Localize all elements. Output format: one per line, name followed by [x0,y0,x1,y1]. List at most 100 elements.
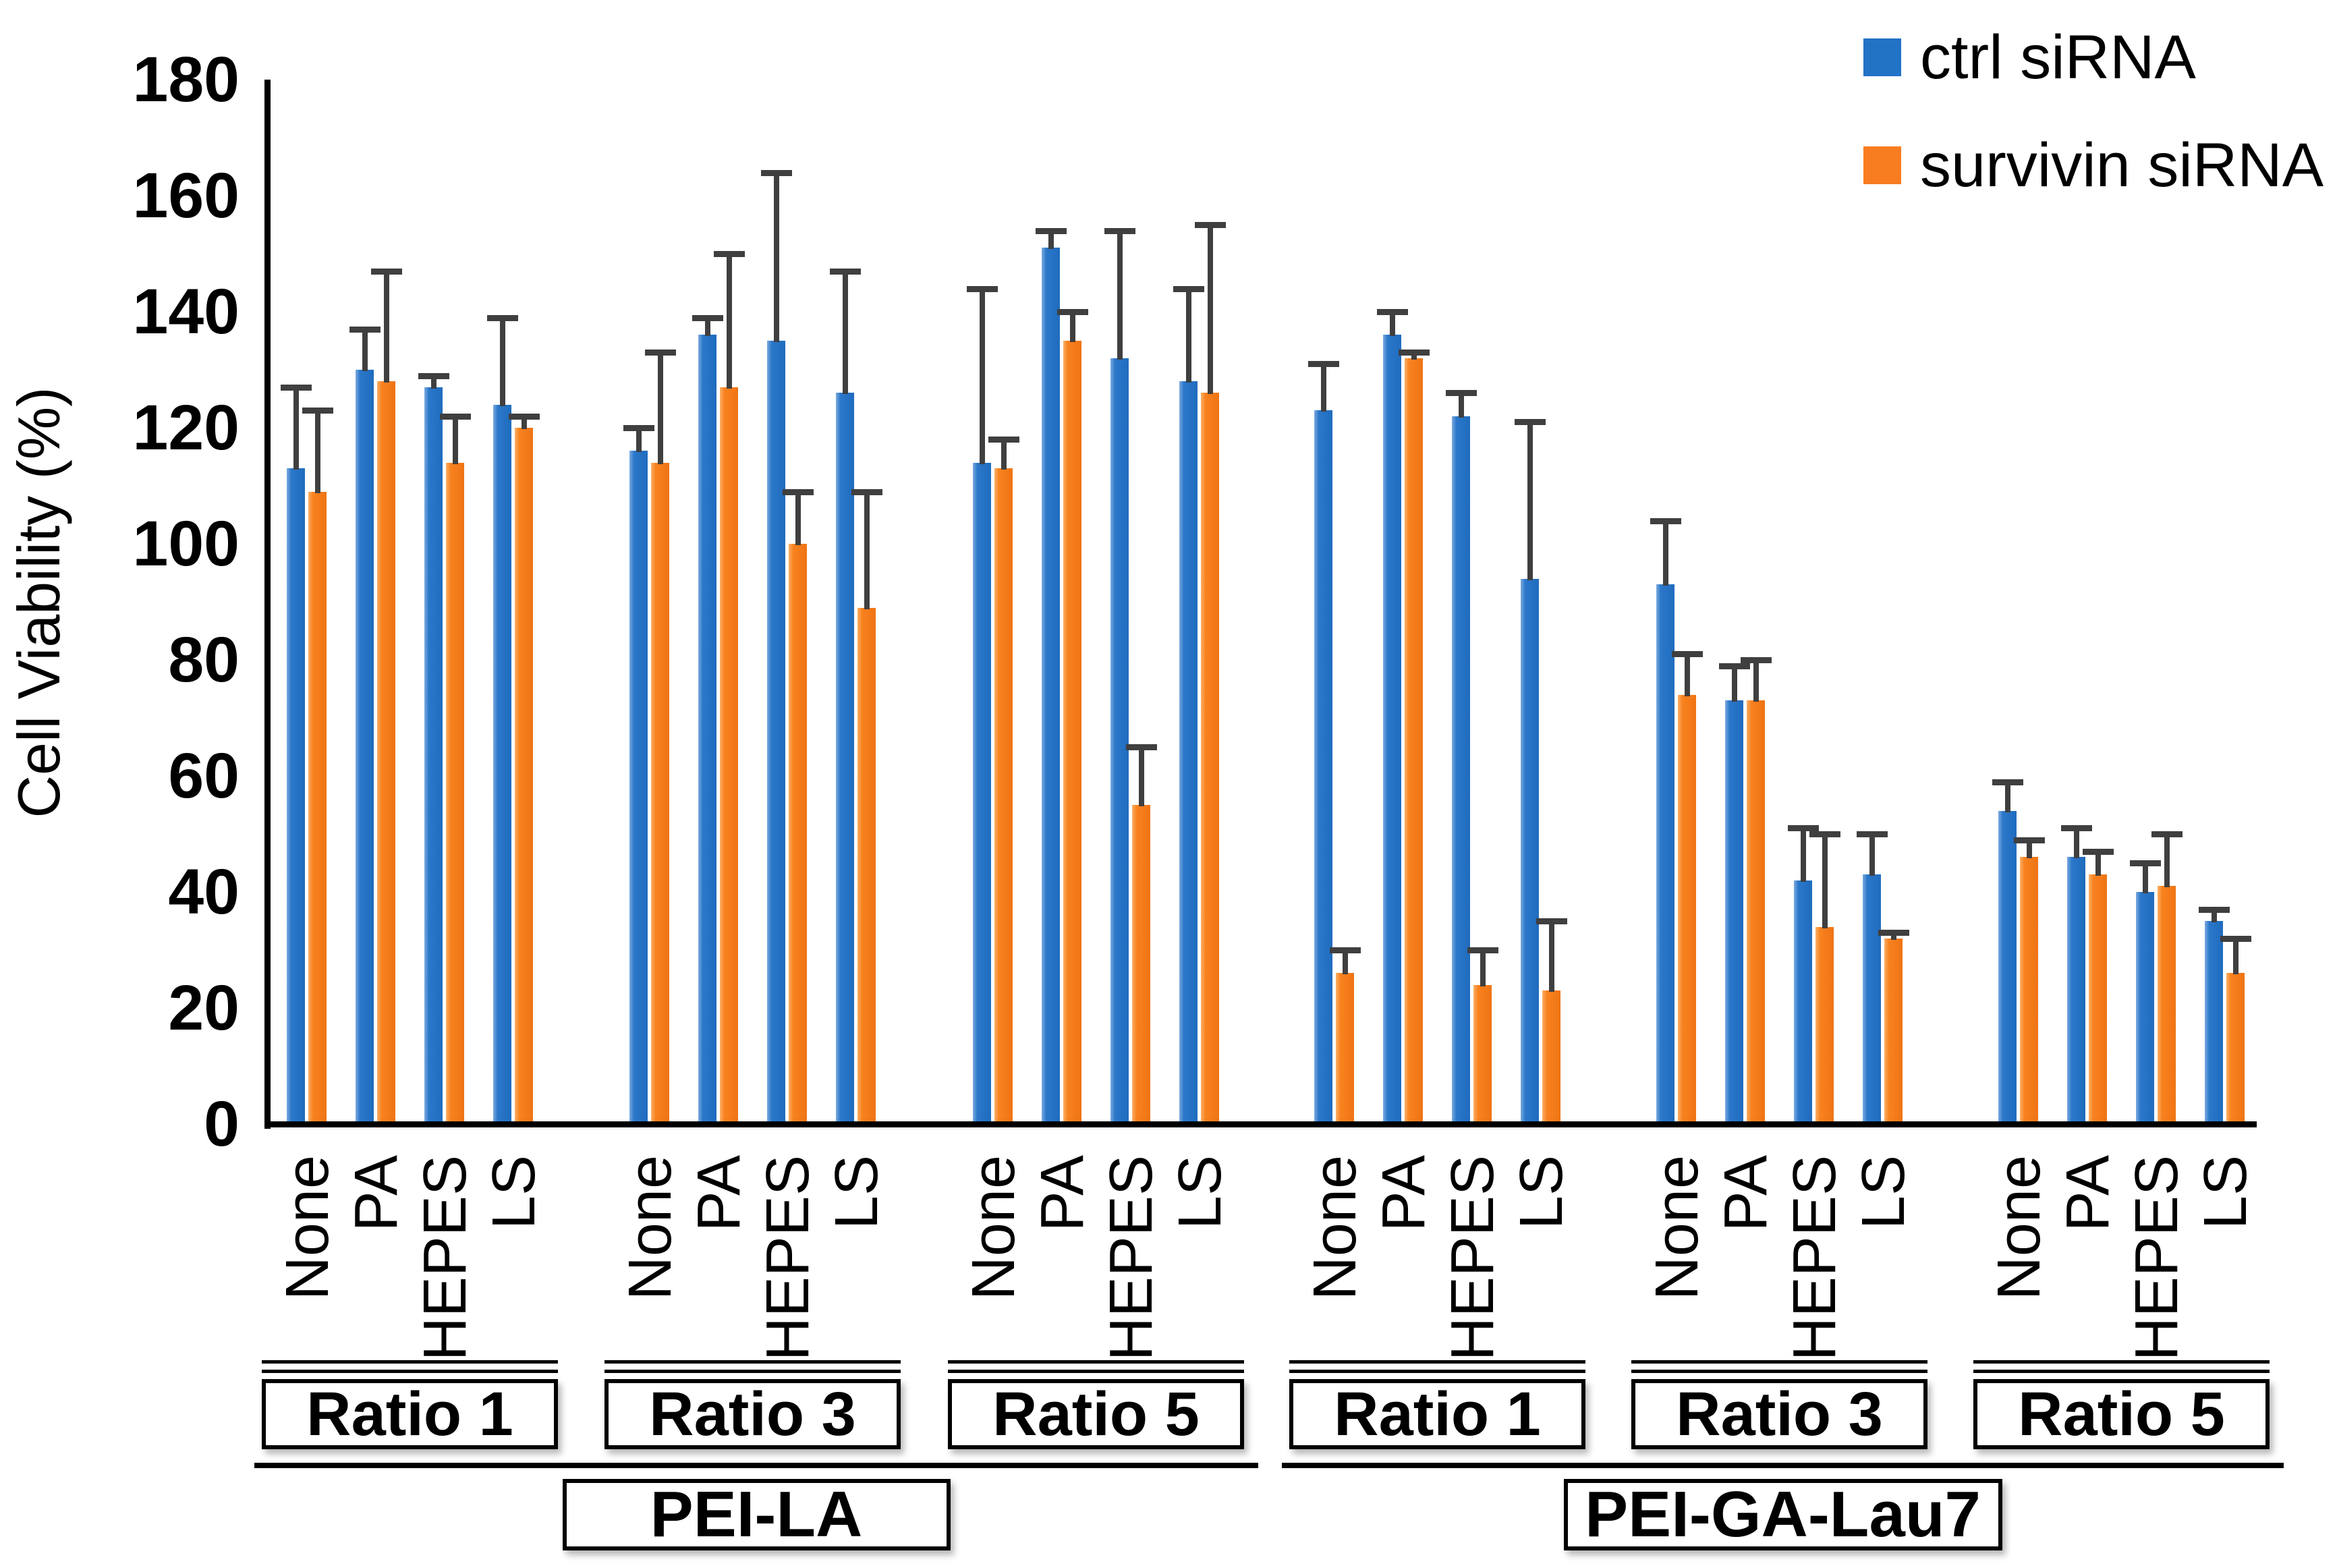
bar-survivin-sirna [1884,938,1903,1124]
error-bar-cap [1856,831,1888,837]
bar-survivin-sirna [651,462,669,1124]
legend-item-ctrl: ctrl siRNA [1863,24,2196,91]
error-bar-cap [486,314,518,321]
error-bar [1527,422,1533,580]
polymer-underline [1282,1463,2284,1468]
polymer-group-label: PEI-GA-Lau7 [1563,1478,2002,1550]
error-bar-cap [2082,848,2114,855]
bar-survivin-sirna [994,468,1013,1124]
error-bar-cap [2013,837,2045,843]
error-bar [521,416,527,429]
error-bar [1662,520,1668,586]
error-bar-cap [623,425,654,431]
x-tick-label: LS [1507,1155,1575,1230]
bar-survivin-sirna [1473,984,1492,1124]
error-bar-cap [1194,222,1226,228]
error-bar [1411,352,1417,360]
error-bar-cap [1809,831,1840,837]
error-bar-cap [1329,947,1361,953]
error-bar [2211,909,2217,922]
ratio-group-label: Ratio 1 [1289,1379,1585,1449]
error-bar [1138,747,1144,806]
error-bar-cap [1671,651,1703,658]
bar-survivin-sirna [446,462,464,1124]
error-bar [430,375,437,389]
error-bar-cap [1787,825,1819,832]
error-bar [1069,312,1075,342]
error-bar-cap [713,251,745,257]
bar-survivin-sirna [1132,805,1150,1124]
error-bar [1207,225,1213,395]
error-bar [657,352,663,464]
error-bar [864,491,870,609]
group-underline [948,1370,1244,1373]
x-tick-label: LS [1166,1155,1234,1230]
bar-ctrl-sirna [1794,880,1812,1124]
x-tick-label: HEPES [411,1155,479,1362]
bar-survivin-sirna [1542,990,1560,1124]
bar-ctrl-sirna [836,393,854,1124]
error-bar [1753,660,1759,702]
bar-ctrl-sirna [2067,857,2085,1124]
legend-label-survivin: survivin siRNA [1920,131,2324,200]
x-tick-label: HEPES [1097,1155,1165,1362]
error-bar [1822,834,1828,928]
error-bar-cap [370,268,402,275]
error-bar [1048,230,1054,250]
error-bar [1684,654,1690,696]
error-bar [1342,950,1348,975]
ratio-group-label: Ratio 1 [262,1379,558,1449]
error-bar [1001,439,1007,470]
error-bar-cap [2220,935,2251,942]
bar-ctrl-sirna [1042,248,1060,1124]
bar-survivin-sirna [720,387,738,1124]
group-underline [1973,1360,2270,1364]
error-bar [726,254,732,389]
error-bar [795,491,801,545]
error-bar [2095,851,2101,876]
x-tick-label: PA [685,1155,753,1232]
x-tick-label: PA [342,1155,410,1232]
error-bar [1320,364,1326,412]
error-bar [773,172,779,342]
bar-ctrl-sirna [1383,335,1401,1124]
error-bar [314,410,320,493]
bar-survivin-sirna [2089,874,2107,1124]
group-underline [948,1360,1244,1364]
bar-ctrl-sirna [1521,578,1539,1124]
y-tick-label: 120 [132,392,240,464]
error-bar-cap [760,169,792,176]
x-tick-label: HEPES [1780,1155,1849,1362]
error-bar-cap [692,314,723,321]
error-bar-cap [1173,285,1204,292]
error-bar-cap [851,488,882,495]
error-bar-cap [302,408,333,414]
bar-ctrl-sirna [973,462,991,1124]
error-bar [979,288,985,464]
error-bar-cap [1878,930,1909,936]
bar-survivin-sirna [1201,393,1219,1124]
error-bar-cap [1398,349,1430,356]
error-bar [1389,312,1395,337]
y-tick-label: 0 [204,1088,240,1160]
error-bar-cap [2198,906,2230,913]
error-bar [2164,834,2170,888]
x-tick-label: PA [2054,1155,2122,1232]
bar-ctrl-sirna [1998,810,2017,1124]
error-bar-cap [1125,744,1157,750]
error-bar [362,329,368,371]
error-bar [1890,932,1896,940]
y-tick-label: 60 [168,740,240,812]
y-tick-label: 160 [132,160,240,231]
error-bar [1480,950,1486,986]
x-tick-label: LS [480,1155,548,1230]
y-tick-label: 40 [168,856,240,928]
error-bar-cap [1718,663,1750,669]
x-tick-label: HEPES [1438,1155,1507,1362]
x-tick-label: None [616,1155,684,1301]
group-underline [1289,1360,1585,1364]
error-bar-cap [1514,419,1546,426]
bar-ctrl-sirna [1725,700,1743,1124]
bar-ctrl-sirna [1110,358,1129,1124]
error-bar-cap [988,437,1019,443]
